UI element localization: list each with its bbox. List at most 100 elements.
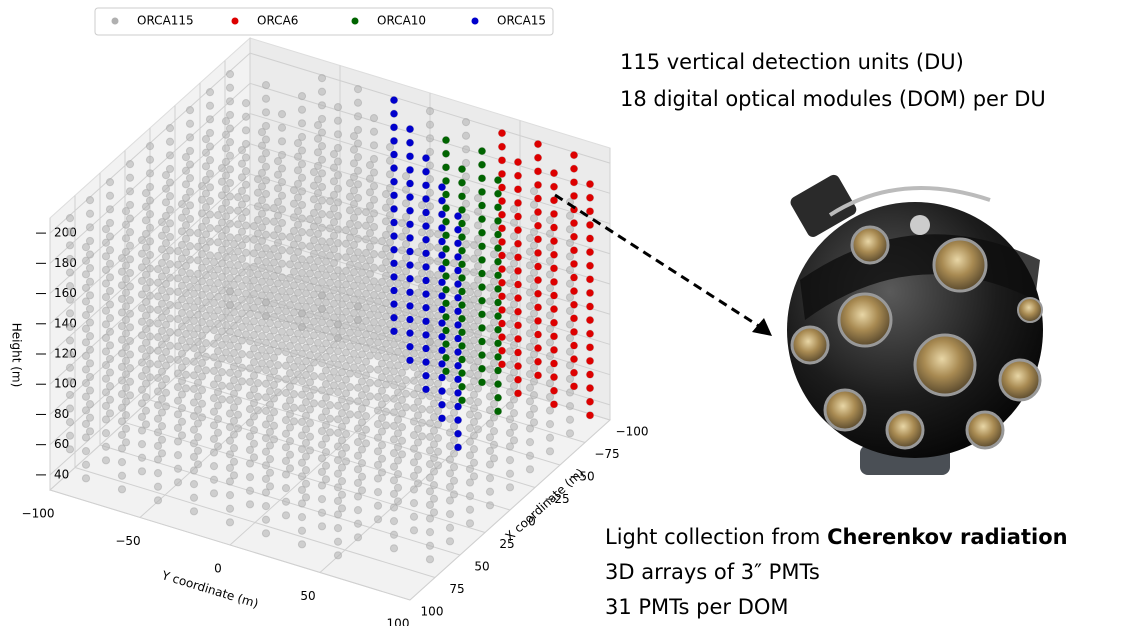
dom-point <box>225 436 235 445</box>
dom-point <box>498 347 506 355</box>
dom-point <box>433 270 443 280</box>
dom-point <box>349 132 359 141</box>
dom-point <box>489 318 499 327</box>
legend-label: ORCA115 <box>137 14 194 28</box>
dom-point <box>265 468 275 477</box>
dom-point <box>505 347 515 356</box>
dom-point <box>485 392 495 401</box>
dom-point <box>237 200 247 209</box>
dom-point <box>297 485 307 495</box>
dom-point <box>261 338 271 348</box>
dom-point <box>313 161 323 171</box>
dom-point <box>349 240 359 250</box>
dom-point <box>141 270 151 279</box>
dom-point <box>145 264 155 273</box>
dom-point <box>449 381 459 390</box>
dom-point <box>185 228 195 237</box>
dom-point <box>485 419 495 428</box>
dom-point <box>393 347 403 356</box>
dom-point <box>265 400 275 409</box>
dom-point <box>337 449 347 459</box>
dom-point <box>65 336 75 345</box>
dom-point <box>550 332 558 340</box>
dom-point <box>442 286 450 294</box>
dom-point <box>514 321 522 329</box>
dom-point <box>381 285 391 294</box>
dom-point <box>469 268 479 277</box>
dom-point <box>393 293 403 302</box>
dom-point <box>85 413 95 422</box>
dom-point <box>173 355 183 365</box>
dom-point <box>213 306 223 315</box>
dom-point <box>293 343 303 352</box>
dom-point <box>433 406 443 416</box>
dom-point <box>81 460 91 469</box>
dom-point <box>305 432 315 441</box>
dom-point <box>449 327 459 336</box>
dom-point <box>333 143 343 153</box>
dom-point <box>390 164 398 172</box>
dom-point <box>145 169 155 178</box>
dom-point <box>425 147 435 157</box>
dom-point <box>565 306 575 316</box>
legend-marker <box>111 17 119 25</box>
dom-point <box>377 345 387 355</box>
dom-point <box>201 203 211 212</box>
dom-point <box>193 351 203 360</box>
dom-point <box>237 309 247 318</box>
dom-point <box>509 218 519 227</box>
dom-point <box>353 397 363 406</box>
dom-point <box>193 283 203 292</box>
dom-point <box>205 210 215 219</box>
dom-point <box>229 321 239 330</box>
dom-point <box>525 356 535 365</box>
dom-point <box>545 311 555 320</box>
dom-point <box>121 329 131 338</box>
dom-point <box>313 243 323 252</box>
dom-point <box>313 134 323 143</box>
dom-point <box>485 487 495 496</box>
dom-point <box>185 337 195 346</box>
dom-point <box>545 284 555 293</box>
dom-point <box>217 300 227 309</box>
y-tick-label: 0 <box>214 562 222 576</box>
dom-point <box>586 275 594 283</box>
dom-point <box>193 392 203 401</box>
dom-point <box>409 417 419 426</box>
dom-point <box>81 256 91 265</box>
dom-point <box>177 349 187 358</box>
dom-point <box>201 366 211 375</box>
dom-point <box>269 435 279 444</box>
dom-point <box>494 244 502 252</box>
dom-point <box>438 319 446 327</box>
dom-point <box>365 174 375 183</box>
dom-point <box>225 491 235 500</box>
dom-point <box>301 493 311 502</box>
dom-point <box>478 215 486 223</box>
dom-point <box>317 264 327 273</box>
dom-point <box>345 274 355 283</box>
dom-point <box>237 377 247 386</box>
dom-point <box>409 295 419 304</box>
dom-point <box>305 446 315 455</box>
dom-point <box>245 269 255 278</box>
dom-point <box>213 211 223 220</box>
dom-point <box>281 348 291 357</box>
dom-point <box>273 293 283 302</box>
dom-point <box>534 317 542 325</box>
dom-point <box>297 322 307 331</box>
dom-point <box>429 399 439 408</box>
dom-point <box>325 224 335 233</box>
dom-point <box>173 315 183 324</box>
dom-point <box>381 258 391 267</box>
dom-point <box>365 256 375 265</box>
dom-point <box>117 308 127 317</box>
dom-point <box>369 331 379 340</box>
dom-point <box>345 342 355 351</box>
dom-point <box>333 293 343 302</box>
dom-point <box>433 243 443 252</box>
dom-point <box>509 436 519 445</box>
dom-point <box>425 392 435 401</box>
dom-point <box>317 142 327 151</box>
dom-point <box>237 227 247 236</box>
